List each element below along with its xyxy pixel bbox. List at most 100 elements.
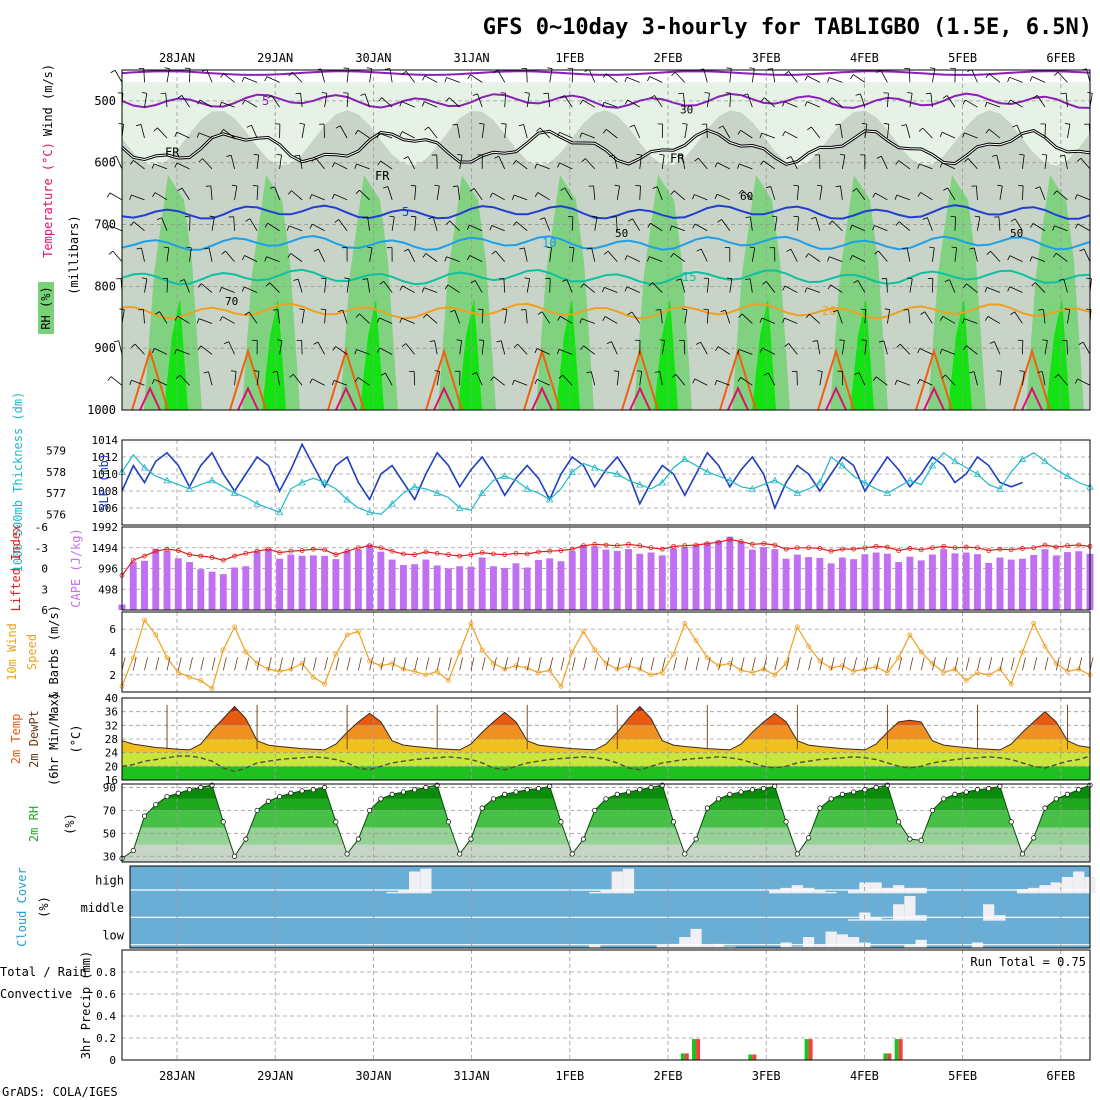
lifted-index-point: [828, 548, 834, 554]
rh-point: [254, 807, 260, 813]
temperature-contour: [121, 92, 1091, 109]
cloud-bar: [397, 890, 409, 894]
thickness-point: [253, 499, 261, 507]
wind-barb-flag: [782, 131, 786, 137]
wind-barb: [401, 317, 415, 324]
rh-point: [367, 807, 373, 813]
wind-barb-flag: [226, 154, 232, 157]
rh-moist-column: [340, 175, 398, 410]
wind-barb-flag: [471, 372, 477, 375]
wind-barb: [523, 247, 528, 262]
slp-tick: 1010: [92, 468, 119, 481]
lifted-index-point: [457, 553, 463, 559]
rh-contour-label: 60: [740, 190, 753, 203]
precip-tick: 0.4: [96, 1010, 116, 1023]
wind-barb: [356, 163, 370, 170]
wind-barb-flag: [984, 102, 988, 108]
wind-barb-flag: [853, 280, 859, 284]
wind-barb: [267, 222, 280, 232]
wind-barb-flag: [1079, 248, 1085, 252]
temperature-contour: [121, 204, 1091, 220]
wind-barb: [367, 278, 371, 293]
wind-barb-flag: [457, 153, 463, 156]
thickness-point: [410, 482, 419, 490]
wind-barb-flag: [294, 154, 300, 157]
thickness-point: [726, 476, 734, 484]
rh-point: [220, 819, 226, 825]
wind-barb-10m: [571, 657, 576, 671]
wind-barb-flag: [627, 311, 633, 316]
cape-bar: [838, 557, 846, 610]
wind-barb-10m: [729, 657, 734, 671]
wind-barb: [739, 163, 753, 170]
lifted-index-point: [547, 548, 553, 554]
wind-barb: [109, 192, 123, 201]
lifted-index-point: [502, 552, 508, 558]
cape-bar: [422, 559, 430, 610]
wind-barb-flag: [614, 184, 620, 187]
wind-barb: [1022, 185, 1024, 200]
wind-speed-point: [423, 672, 429, 678]
wind-barb-flag: [287, 253, 292, 258]
upper-air-panel: 500600700800900100055101520FRFRFR3060505…: [38, 64, 1093, 417]
wind-barb: [837, 310, 843, 324]
wind-barb-flag: [174, 315, 178, 321]
wind-barb-flag: [204, 247, 210, 250]
wind-speed-point: [220, 647, 226, 653]
wind-speed-point: [130, 655, 136, 661]
wind-barb-flag: [786, 156, 792, 160]
li-tick: 3: [41, 583, 48, 596]
wind-barb-10m: [684, 657, 689, 671]
wind-barb: [449, 220, 460, 232]
wind-tick: 2: [109, 669, 116, 682]
wind-barb: [652, 282, 663, 293]
wind-barb-flag: [884, 308, 890, 311]
wind-barb-flag: [984, 316, 989, 321]
wind-barb-flag: [152, 192, 156, 198]
wind-barb-flag: [354, 377, 359, 382]
wind-barb-flag: [1029, 256, 1033, 262]
wind-barb: [694, 223, 708, 232]
wind-barb: [424, 101, 438, 108]
temp-tick: 16: [105, 774, 118, 787]
wind-barb-flag: [337, 309, 343, 313]
wind-barb: [378, 132, 393, 139]
lifted-index-point: [896, 548, 902, 553]
cloud-bar: [915, 915, 927, 921]
wind-barb: [1031, 256, 1046, 263]
cloud-bar: [1039, 885, 1051, 894]
wind-barb: [920, 192, 933, 201]
lifted-index-point: [975, 545, 980, 551]
wind-barb-flag: [467, 255, 470, 261]
wind-barb-flag: [452, 123, 458, 126]
wind-barb-flag: [692, 378, 696, 384]
wind-barb-flag: [434, 370, 440, 372]
wind-barb-flag: [1054, 374, 1059, 378]
wind-barb-flag: [677, 154, 683, 157]
lifted-index-point: [727, 537, 733, 542]
wind-barb-flag: [942, 95, 948, 99]
lifted-index-point: [794, 545, 800, 551]
lifted-index-point: [952, 545, 958, 551]
wind-barb-flag: [963, 283, 967, 288]
lifted-index-point: [288, 548, 294, 554]
wind-barb-flag: [129, 194, 132, 200]
wind-barb-flag: [524, 92, 530, 94]
wind-barb-flag: [543, 92, 549, 95]
wind-barb-flag: [560, 95, 565, 99]
wind-barb: [515, 160, 528, 170]
wind-speed-point: [727, 661, 733, 666]
rh-moist-column: [634, 175, 692, 410]
cape-bar: [647, 552, 655, 610]
cape-bar: [163, 550, 171, 610]
wind-speed-point: [558, 683, 564, 689]
wind-barb: [536, 379, 550, 386]
wind-barb-flag: [470, 280, 476, 284]
cape-bar: [141, 560, 148, 610]
wind-barb: [839, 124, 843, 139]
wind-barb: [876, 376, 888, 386]
wind-barb-flag: [715, 346, 719, 351]
wind-barb-flag: [334, 219, 340, 223]
hot-contour: [825, 386, 847, 411]
